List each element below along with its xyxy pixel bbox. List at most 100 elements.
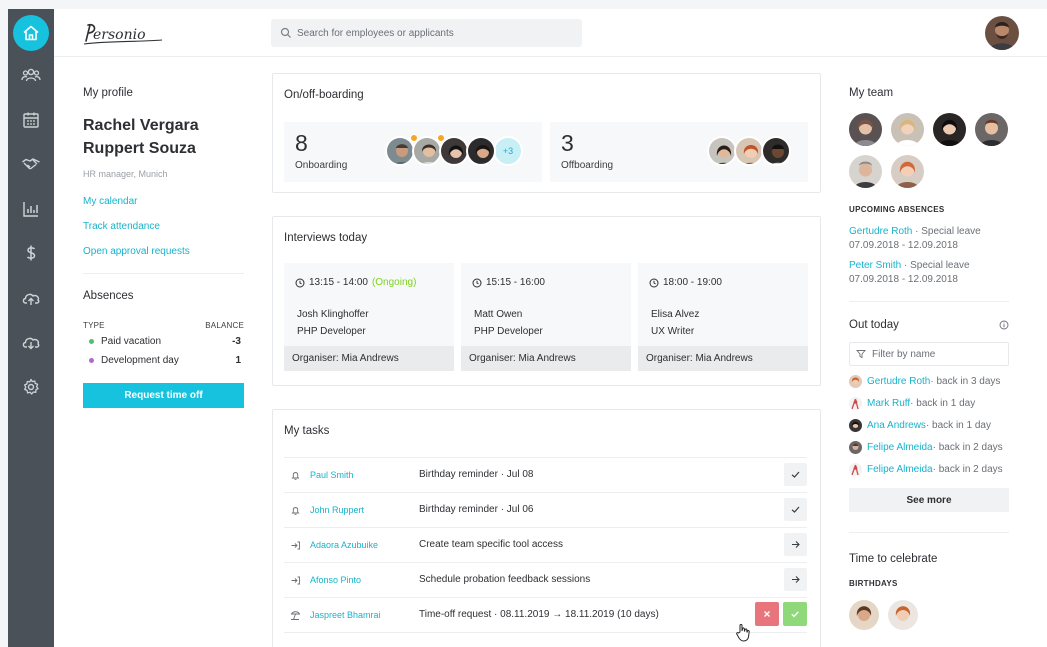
person-link[interactable]: Gertudre Roth: [849, 226, 913, 237]
task-person-link[interactable]: Jaspreet Bhamrai: [310, 610, 381, 620]
status-dot: [89, 339, 94, 344]
task-person-link[interactable]: Paul Smith: [310, 470, 354, 480]
cloud-download-icon[interactable]: [13, 324, 49, 360]
my-calendar-link[interactable]: My calendar: [83, 196, 138, 207]
filter-icon: [856, 350, 866, 359]
task-description: Birthday reminder · Jul 06: [419, 504, 534, 515]
filter-by-name-field[interactable]: [849, 342, 1009, 366]
interview-item[interactable]: 15:15 - 16:00 Matt Owen PHP Developer Or…: [461, 263, 631, 371]
close-icon: [764, 611, 770, 617]
avatar[interactable]: [849, 113, 882, 146]
offboarding-box[interactable]: 3 Offboarding: [550, 122, 808, 182]
task-row: Afonso Pinto Schedule probation feedback…: [284, 562, 807, 597]
out-today-item: Felipe Almeida · back in 2 days: [849, 463, 1009, 476]
task-description: Birthday reminder · Jul 08: [419, 469, 534, 480]
chart-icon[interactable]: [13, 191, 49, 227]
avatar: [412, 136, 442, 166]
person-link[interactable]: Peter Smith: [849, 260, 902, 271]
avatar: [761, 136, 791, 166]
task-row: [284, 632, 807, 647]
avatar: [849, 375, 862, 388]
divider: [849, 301, 1009, 302]
check-icon: [791, 471, 800, 478]
people-icon[interactable]: [13, 57, 49, 93]
complete-task-button[interactable]: [784, 463, 807, 486]
check-icon: [791, 506, 800, 513]
avatar: [707, 136, 737, 166]
profile-panel: My profile Rachel Vergara Ruppert Souza …: [83, 87, 244, 408]
task-description: Time-off request · 08.11.2019 → 18.11.20…: [419, 609, 659, 620]
task-row: John Ruppert Birthday reminder · Jul 06: [284, 492, 807, 527]
open-task-button[interactable]: [784, 568, 807, 591]
reject-request-button[interactable]: [755, 602, 779, 626]
organiser: Organiser: Mia Andrews: [461, 346, 631, 371]
track-attendance-link[interactable]: Track attendance: [83, 221, 160, 232]
avatar[interactable]: [849, 155, 882, 188]
request-time-off-button[interactable]: Request time off: [83, 383, 244, 408]
clock-icon: [649, 278, 659, 287]
task-person-link[interactable]: John Ruppert: [310, 505, 365, 515]
divider: [849, 532, 1009, 533]
avatar[interactable]: [849, 600, 879, 630]
avatar[interactable]: [975, 113, 1008, 146]
out-today-title: Out today: [849, 319, 899, 331]
person-link[interactable]: Mark Ruff: [867, 398, 911, 409]
person-link[interactable]: Felipe Almeida: [867, 464, 933, 475]
open-approval-requests-link[interactable]: Open approval requests: [83, 246, 190, 257]
person-link[interactable]: Felipe Almeida: [867, 442, 933, 453]
avatar[interactable]: [933, 113, 966, 146]
info-icon[interactable]: [999, 320, 1009, 330]
personio-logo[interactable]: ersonio: [82, 21, 166, 47]
tasks-title: My tasks: [284, 425, 330, 437]
person-link[interactable]: Ana Andrews: [867, 420, 926, 431]
interview-item[interactable]: 18:00 - 19:00 Elisa Alvez UX Writer Orga…: [638, 263, 808, 371]
upcoming-absence-item: Peter Smith · Special leave 07.09.2018 -…: [849, 260, 970, 285]
see-more-button[interactable]: See more: [849, 488, 1009, 512]
home-icon[interactable]: [13, 15, 49, 51]
svg-text:ersonio: ersonio: [93, 27, 146, 43]
filter-input[interactable]: [872, 348, 1002, 360]
birthday-avatars: [849, 600, 1009, 630]
cloud-upload-icon[interactable]: [13, 280, 49, 316]
open-task-button[interactable]: [784, 533, 807, 556]
gear-icon[interactable]: [13, 369, 49, 405]
person-link[interactable]: Gertudre Roth: [867, 376, 931, 387]
avatar[interactable]: [888, 600, 918, 630]
interview-time: 18:00 - 19:00: [649, 277, 722, 288]
search-icon: [280, 27, 291, 38]
hand-cursor-icon: [736, 624, 750, 642]
onboarding-card: On/off-boarding 8 Onboarding +3 3 Offboa…: [272, 73, 821, 193]
search-bar[interactable]: [271, 19, 582, 47]
user-avatar[interactable]: [985, 16, 1019, 50]
interview-item[interactable]: 13:15 - 14:00 (Ongoing) Josh Klinghoffer…: [284, 263, 454, 371]
avatar: [734, 136, 764, 166]
absences-header: TYPE BALANCE: [83, 321, 244, 330]
absence-row-development-day: Development day 1: [83, 355, 244, 366]
task-person-link[interactable]: Adaora Azubuike: [310, 540, 379, 550]
calendar-icon[interactable]: [13, 102, 49, 138]
my-team-title: My team: [849, 87, 894, 99]
offboarding-count: 3: [561, 130, 574, 156]
clock-icon: [295, 278, 305, 287]
avatar[interactable]: [891, 155, 924, 188]
sidebar: [8, 9, 54, 647]
task-row: Adaora Azubuike Create team specific too…: [284, 527, 807, 562]
upcoming-absence-item: Gertudre Roth · Special leave 07.09.2018…: [849, 226, 981, 251]
task-person-link[interactable]: Afonso Pinto: [310, 575, 362, 585]
out-today-item: Ana Andrews · back in 1 day: [849, 419, 1009, 432]
profile-heading: My profile: [83, 87, 133, 99]
complete-task-button[interactable]: [784, 498, 807, 521]
interviews-card: Interviews today 13:15 - 14:00 (Ongoing)…: [272, 216, 821, 386]
search-input[interactable]: [297, 27, 567, 39]
absence-row-paid-vacation: Paid vacation -3: [83, 336, 244, 347]
interviews-title: Interviews today: [284, 232, 368, 244]
onboarding-box[interactable]: 8 Onboarding +3: [284, 122, 542, 182]
more-onboarding-count[interactable]: +3: [493, 136, 523, 166]
offboarding-avatars: [707, 136, 791, 166]
dollar-icon[interactable]: [13, 235, 49, 271]
avatar[interactable]: [891, 113, 924, 146]
handshake-icon[interactable]: [13, 146, 49, 182]
approve-request-button[interactable]: [783, 602, 807, 626]
notification-badge: [437, 134, 445, 142]
task-description: Create team specific tool access: [419, 539, 563, 550]
